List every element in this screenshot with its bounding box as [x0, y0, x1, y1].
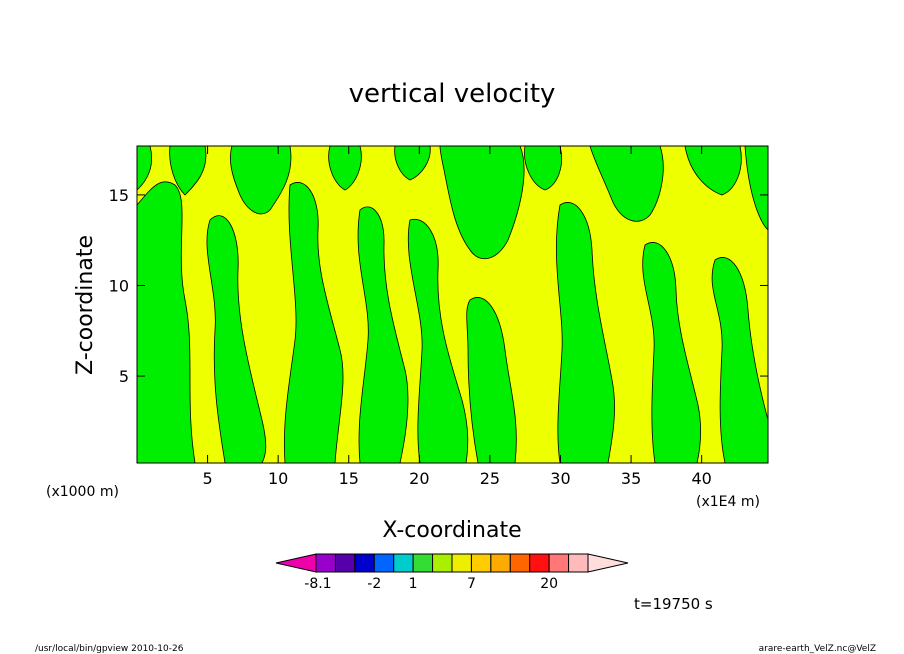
negative-region-9	[394, 146, 431, 181]
x-tick-label: 40	[691, 469, 711, 488]
colorbar: -8.1 -2 1 7 20	[275, 553, 629, 592]
negative-region-4	[206, 215, 267, 463]
negative-region-17	[684, 146, 742, 196]
negative-region-16	[642, 242, 702, 463]
colorbar-swatch	[451, 553, 472, 573]
y-tick-label: 5	[119, 367, 129, 386]
x-axis-label: X-coordinate	[382, 518, 521, 543]
chart-title: vertical velocity	[349, 79, 556, 109]
colorbar-label: 20	[540, 576, 558, 592]
negative-region-18	[711, 257, 768, 463]
x-tick-label: 15	[339, 469, 359, 488]
y-axis-label: Z-coordinate	[73, 235, 98, 375]
negative-region-7	[328, 146, 362, 191]
x-tick-label: 25	[480, 469, 500, 488]
colorbar-swatch	[470, 553, 492, 573]
colorbar-max-arrow	[587, 553, 629, 573]
plot-frame	[136, 145, 769, 464]
y-tick-label: 10	[109, 276, 129, 295]
negative-velocity-regions	[137, 146, 768, 463]
colorbar-swatch	[509, 553, 531, 573]
negative-region-15	[589, 146, 664, 222]
x-tick-label: 5	[202, 469, 212, 488]
x-tick-label: 10	[268, 469, 288, 488]
negative-region-5	[230, 146, 292, 215]
negative-region-8	[357, 206, 409, 463]
colorbar-swatch	[548, 553, 570, 573]
colorbar-label: -8.1	[304, 576, 331, 592]
colorbar-swatch	[432, 553, 453, 573]
colorbar-swatch	[393, 553, 414, 573]
x-unit-right: (x1E4 m)	[696, 494, 760, 510]
x-tick-label: 30	[550, 469, 570, 488]
colorbar-swatch	[490, 553, 511, 573]
colorbar-swatch	[315, 553, 336, 573]
negative-region-3	[169, 146, 207, 196]
plot-area	[137, 146, 768, 463]
y-tick-label: 15	[109, 186, 129, 205]
x-unit-left: (x1000 m)	[46, 484, 119, 500]
colorbar-swatch	[412, 553, 434, 573]
x-axis: 5 10 15 20 25 30 35 40	[202, 146, 712, 488]
x-tick-label: 20	[409, 469, 429, 488]
negative-region-14	[556, 202, 615, 463]
colorbar-swatch	[354, 553, 375, 573]
colorbar-min-arrow	[275, 553, 317, 573]
colorbar-label: 7	[467, 576, 476, 592]
colorbar-swatch	[529, 553, 550, 573]
colorbar-label: -2	[367, 576, 381, 592]
time-label: t=19750 s	[634, 595, 713, 613]
colorbar-label: 1	[409, 576, 418, 592]
negative-region-1	[137, 181, 196, 463]
footer-right: arare-earth_VelZ.nc@VelZ	[759, 644, 876, 654]
negative-region-11	[439, 146, 525, 260]
negative-region-13	[524, 146, 562, 191]
negative-region-6	[283, 182, 344, 463]
x-tick-label: 35	[621, 469, 641, 488]
colorbar-swatch	[334, 553, 356, 573]
negative-region-10	[407, 218, 469, 463]
colorbar-swatch	[568, 553, 589, 573]
y-axis: 5 10 15	[109, 186, 768, 386]
colorbar-swatch	[373, 553, 395, 573]
footer-left: /usr/local/bin/gpview 2010-10-26	[35, 644, 184, 654]
